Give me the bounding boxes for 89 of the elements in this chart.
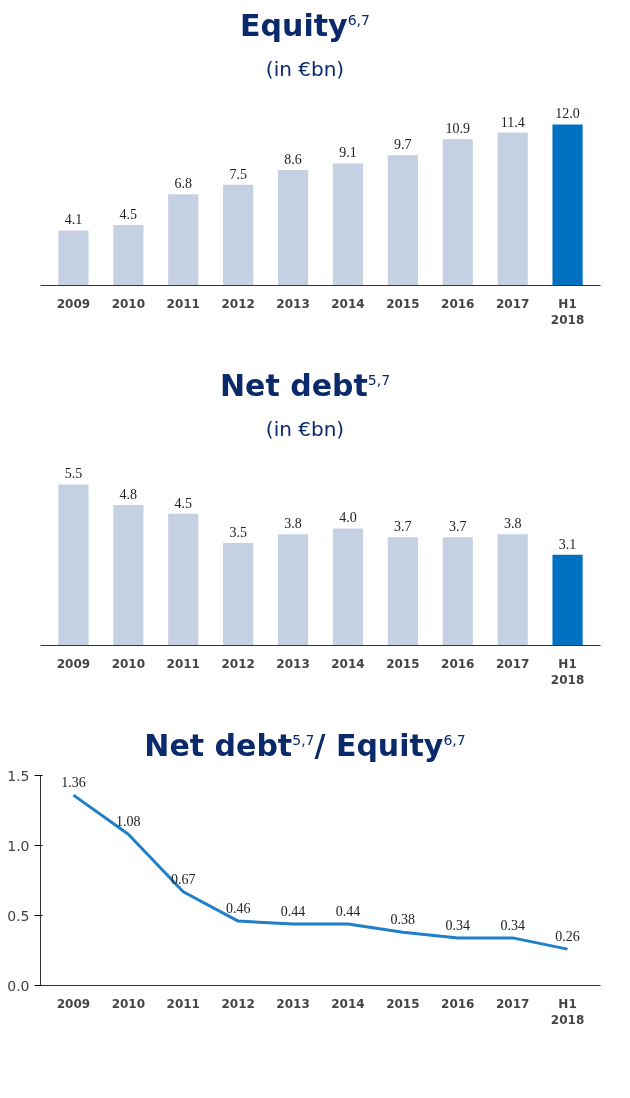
data-label: 8.6 bbox=[284, 152, 302, 168]
data-label: 4.0 bbox=[339, 510, 357, 526]
x-tick-label: 2016 bbox=[441, 656, 475, 671]
data-label: 3.7 bbox=[449, 519, 467, 535]
bar bbox=[552, 124, 583, 286]
data-label: 1.08 bbox=[116, 814, 141, 830]
x-tick-label: 2014 bbox=[331, 996, 365, 1011]
x-tick-label: 2016 bbox=[441, 996, 475, 1011]
chart-title: Equity$^{6,7}$ bbox=[239, 7, 371, 45]
data-label: 0.38 bbox=[390, 912, 416, 928]
bar bbox=[442, 139, 473, 286]
x-tick-label: 2012 bbox=[221, 996, 255, 1011]
x-tick-label: 2017 bbox=[495, 996, 530, 1011]
data-label: 9.1 bbox=[339, 145, 357, 161]
data-label: 3.8 bbox=[503, 516, 522, 532]
x-tick-label: 2009 bbox=[56, 996, 91, 1011]
bar bbox=[58, 230, 89, 286]
data-label: 10.9 bbox=[445, 121, 470, 137]
data-label: 4.5 bbox=[174, 495, 192, 511]
x-tick-label: 2012 bbox=[221, 296, 255, 311]
x-tick-label: H1 2018 bbox=[550, 656, 585, 688]
chart-title: Net debt$^{5,7}$ bbox=[218, 367, 392, 405]
data-label: 5.5 bbox=[64, 466, 83, 482]
bar bbox=[552, 554, 583, 646]
y-tick-label: 0.0 bbox=[7, 977, 30, 994]
data-label: 4.8 bbox=[119, 486, 138, 502]
x-tick-label: 2015 bbox=[386, 296, 420, 311]
x-tick-label: 2015 bbox=[386, 996, 420, 1011]
bar bbox=[332, 528, 364, 646]
y-tick-label: 0.5 bbox=[7, 907, 30, 924]
y-tick-label: 1.0 bbox=[7, 837, 30, 854]
x-tick-label: 2013 bbox=[276, 996, 310, 1011]
x-tick-label: 2014 bbox=[331, 656, 365, 671]
x-tick-label: 2010 bbox=[111, 996, 146, 1011]
data-label: 0.67 bbox=[171, 871, 196, 887]
data-label: 3.5 bbox=[229, 525, 247, 541]
x-tick-label: 2010 bbox=[111, 296, 146, 311]
data-label: 12.0 bbox=[555, 106, 580, 122]
x-tick-label: H1 2018 bbox=[550, 296, 585, 328]
bar bbox=[113, 504, 144, 646]
bar bbox=[497, 132, 528, 286]
x-tick-label: 2009 bbox=[56, 656, 91, 671]
bar bbox=[442, 537, 473, 646]
data-label: 11.4 bbox=[500, 114, 525, 130]
x-tick-label: 2010 bbox=[111, 656, 146, 671]
x-tick-label: 2016 bbox=[441, 296, 475, 311]
bar bbox=[223, 543, 254, 646]
x-tick-label: 2014 bbox=[331, 296, 365, 311]
data-label: 0.44 bbox=[280, 903, 306, 919]
bar bbox=[332, 163, 364, 286]
data-label: 0.44 bbox=[335, 903, 361, 919]
x-tick-label: 2011 bbox=[166, 996, 200, 1011]
bar bbox=[387, 155, 418, 286]
data-label: 0.26 bbox=[555, 929, 580, 945]
x-tick-label: 2011 bbox=[166, 296, 200, 311]
bar bbox=[113, 225, 144, 286]
x-tick-label: 2017 bbox=[495, 656, 530, 671]
bar bbox=[387, 537, 418, 646]
x-tick-label: 2011 bbox=[166, 656, 200, 671]
chart-title: Net debt$^{5,7}$/ Equity$^{6,7}$ bbox=[143, 727, 467, 765]
bar bbox=[277, 170, 309, 286]
data-label: 4.5 bbox=[119, 207, 138, 223]
x-tick-label: 2013 bbox=[276, 296, 310, 311]
bar bbox=[497, 534, 528, 646]
x-tick-label: H1 2018 bbox=[550, 996, 585, 1028]
bar bbox=[168, 194, 199, 286]
chart-subtitle: (in €bn) bbox=[264, 416, 346, 443]
data-label: 3.7 bbox=[394, 519, 412, 535]
data-label: 1.36 bbox=[61, 775, 86, 791]
x-tick-label: 2017 bbox=[495, 296, 530, 311]
bar bbox=[58, 484, 89, 646]
data-label: 4.1 bbox=[64, 212, 83, 228]
data-label: 3.8 bbox=[284, 516, 302, 532]
data-label: 0.46 bbox=[225, 901, 251, 917]
x-tick-label: 2012 bbox=[221, 656, 255, 671]
bar bbox=[168, 513, 199, 646]
x-tick-label: 2009 bbox=[56, 296, 91, 311]
x-tick-label: 2015 bbox=[386, 656, 420, 671]
data-label: 9.7 bbox=[394, 137, 412, 153]
data-label: 0.34 bbox=[500, 917, 525, 933]
data-label: 3.1 bbox=[558, 536, 577, 552]
data-label: 7.5 bbox=[229, 166, 247, 182]
bar bbox=[223, 184, 254, 286]
bar bbox=[277, 534, 309, 646]
data-label: 6.8 bbox=[174, 176, 192, 192]
data-label: 0.34 bbox=[445, 917, 470, 933]
x-tick-label: 2013 bbox=[276, 656, 310, 671]
chart-subtitle: (in €bn) bbox=[264, 56, 346, 83]
y-tick-label: 1.5 bbox=[7, 767, 30, 784]
